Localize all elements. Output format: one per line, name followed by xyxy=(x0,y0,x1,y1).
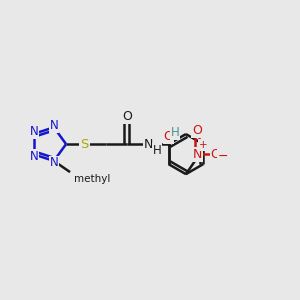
Text: N: N xyxy=(50,157,58,169)
Text: methyl: methyl xyxy=(74,174,110,184)
Text: O: O xyxy=(164,130,173,143)
Text: −: − xyxy=(218,150,228,163)
Text: N: N xyxy=(192,148,202,161)
Text: N: N xyxy=(50,119,58,132)
Text: O: O xyxy=(211,148,220,161)
Text: N: N xyxy=(144,138,153,151)
Text: +: + xyxy=(199,140,208,150)
Text: O: O xyxy=(192,124,202,137)
Text: S: S xyxy=(80,138,88,151)
Text: N: N xyxy=(30,125,38,138)
Text: H: H xyxy=(153,144,161,157)
Text: O: O xyxy=(122,110,132,123)
Text: H: H xyxy=(171,126,179,139)
Text: N: N xyxy=(30,150,38,163)
